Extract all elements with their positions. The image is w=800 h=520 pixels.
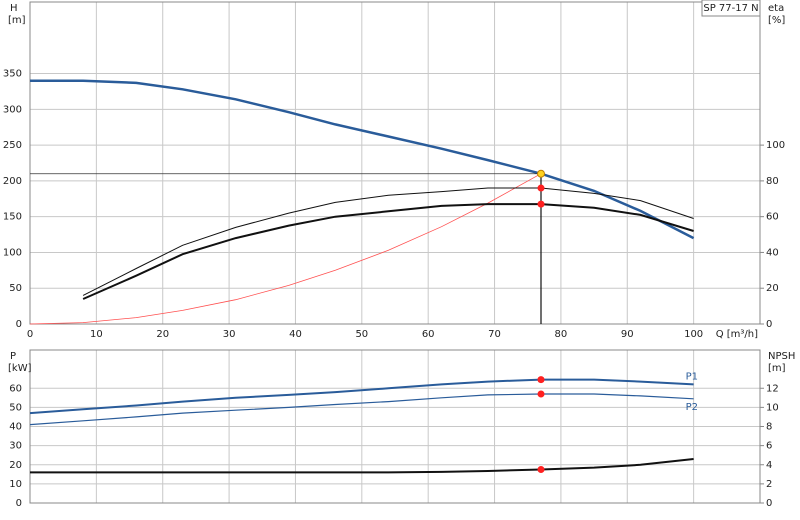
y2-tick-label: 2 <box>766 479 772 490</box>
y2-tick-label: 80 <box>766 176 779 187</box>
model-box <box>701 0 761 17</box>
y-tick-label: 50 <box>9 283 22 294</box>
y2-axis-unit: [%] <box>768 15 785 26</box>
y2-tick-label: 60 <box>766 212 779 223</box>
series-label: P2 <box>686 402 698 413</box>
series-label: P1 <box>686 371 698 382</box>
y2-tick-label: 0 <box>766 498 772 509</box>
operating-point <box>537 376 545 384</box>
x-tick-label: 50 <box>355 329 368 340</box>
y2-axis-unit: [m] <box>768 363 786 374</box>
y-tick-label: 40 <box>9 422 22 433</box>
operating-point <box>537 200 545 208</box>
y2-tick-label: 40 <box>766 247 779 258</box>
operating-point <box>537 466 545 474</box>
plot-area <box>30 2 760 324</box>
x-tick-label: 80 <box>555 329 568 340</box>
x-tick-label: 70 <box>488 329 501 340</box>
y2-axis-label: eta <box>768 3 784 14</box>
x-tick-label: 60 <box>422 329 435 340</box>
y2-tick-label: 10 <box>766 402 779 413</box>
model-label: SP 77-17 N <box>703 3 758 14</box>
operating-point <box>537 184 545 192</box>
x-tick-label: 40 <box>289 329 302 340</box>
curve <box>82 203 694 300</box>
y2-tick-label: 8 <box>766 422 772 433</box>
curve <box>30 458 694 474</box>
x-tick-label: 100 <box>684 329 703 340</box>
y-tick-label: 0 <box>16 498 22 509</box>
x-tick-label: 20 <box>156 329 169 340</box>
y-tick-label: 100 <box>3 247 22 258</box>
y-tick-label: 300 <box>3 104 22 115</box>
plot-frame <box>29 1 761 325</box>
duty-point <box>537 169 545 178</box>
y-axis-unit: [m] <box>8 15 26 26</box>
curve <box>82 187 694 296</box>
y-axis-label: P <box>10 351 16 362</box>
x-tick-label: 0 <box>27 329 33 340</box>
y-tick-label: 20 <box>9 460 22 471</box>
y-tick-label: 10 <box>9 479 22 490</box>
y2-axis-label: NPSH <box>768 351 795 362</box>
y2-tick-label: 20 <box>766 283 779 294</box>
y-tick-label: 0 <box>16 319 22 330</box>
x-tick-label: 30 <box>223 329 236 340</box>
curve <box>29 378 694 415</box>
y-tick-label: 200 <box>3 176 22 187</box>
curve <box>30 79 695 240</box>
y2-tick-label: 100 <box>766 140 785 151</box>
y-axis-label: H <box>10 3 18 14</box>
y-tick-label: 150 <box>3 212 22 223</box>
y2-tick-label: 6 <box>766 441 772 452</box>
y-axis-unit: [kW] <box>8 363 32 374</box>
y2-tick-label: 12 <box>766 383 779 394</box>
plot-frame <box>29 349 761 504</box>
y-tick-label: 50 <box>9 402 22 413</box>
y-tick-label: 60 <box>9 383 22 394</box>
y-tick-label: 250 <box>3 140 22 151</box>
curve <box>29 173 542 325</box>
operating-point <box>537 390 545 398</box>
y2-tick-label: 0 <box>766 319 772 330</box>
x-tick-label: 90 <box>621 329 634 340</box>
y-tick-label: 350 <box>3 69 22 80</box>
y2-tick-label: 4 <box>766 460 772 471</box>
y-tick-label: 30 <box>9 441 22 452</box>
curve <box>29 393 694 426</box>
x-axis-label: Q [m³/h] <box>716 329 758 340</box>
x-tick-label: 10 <box>90 329 103 340</box>
